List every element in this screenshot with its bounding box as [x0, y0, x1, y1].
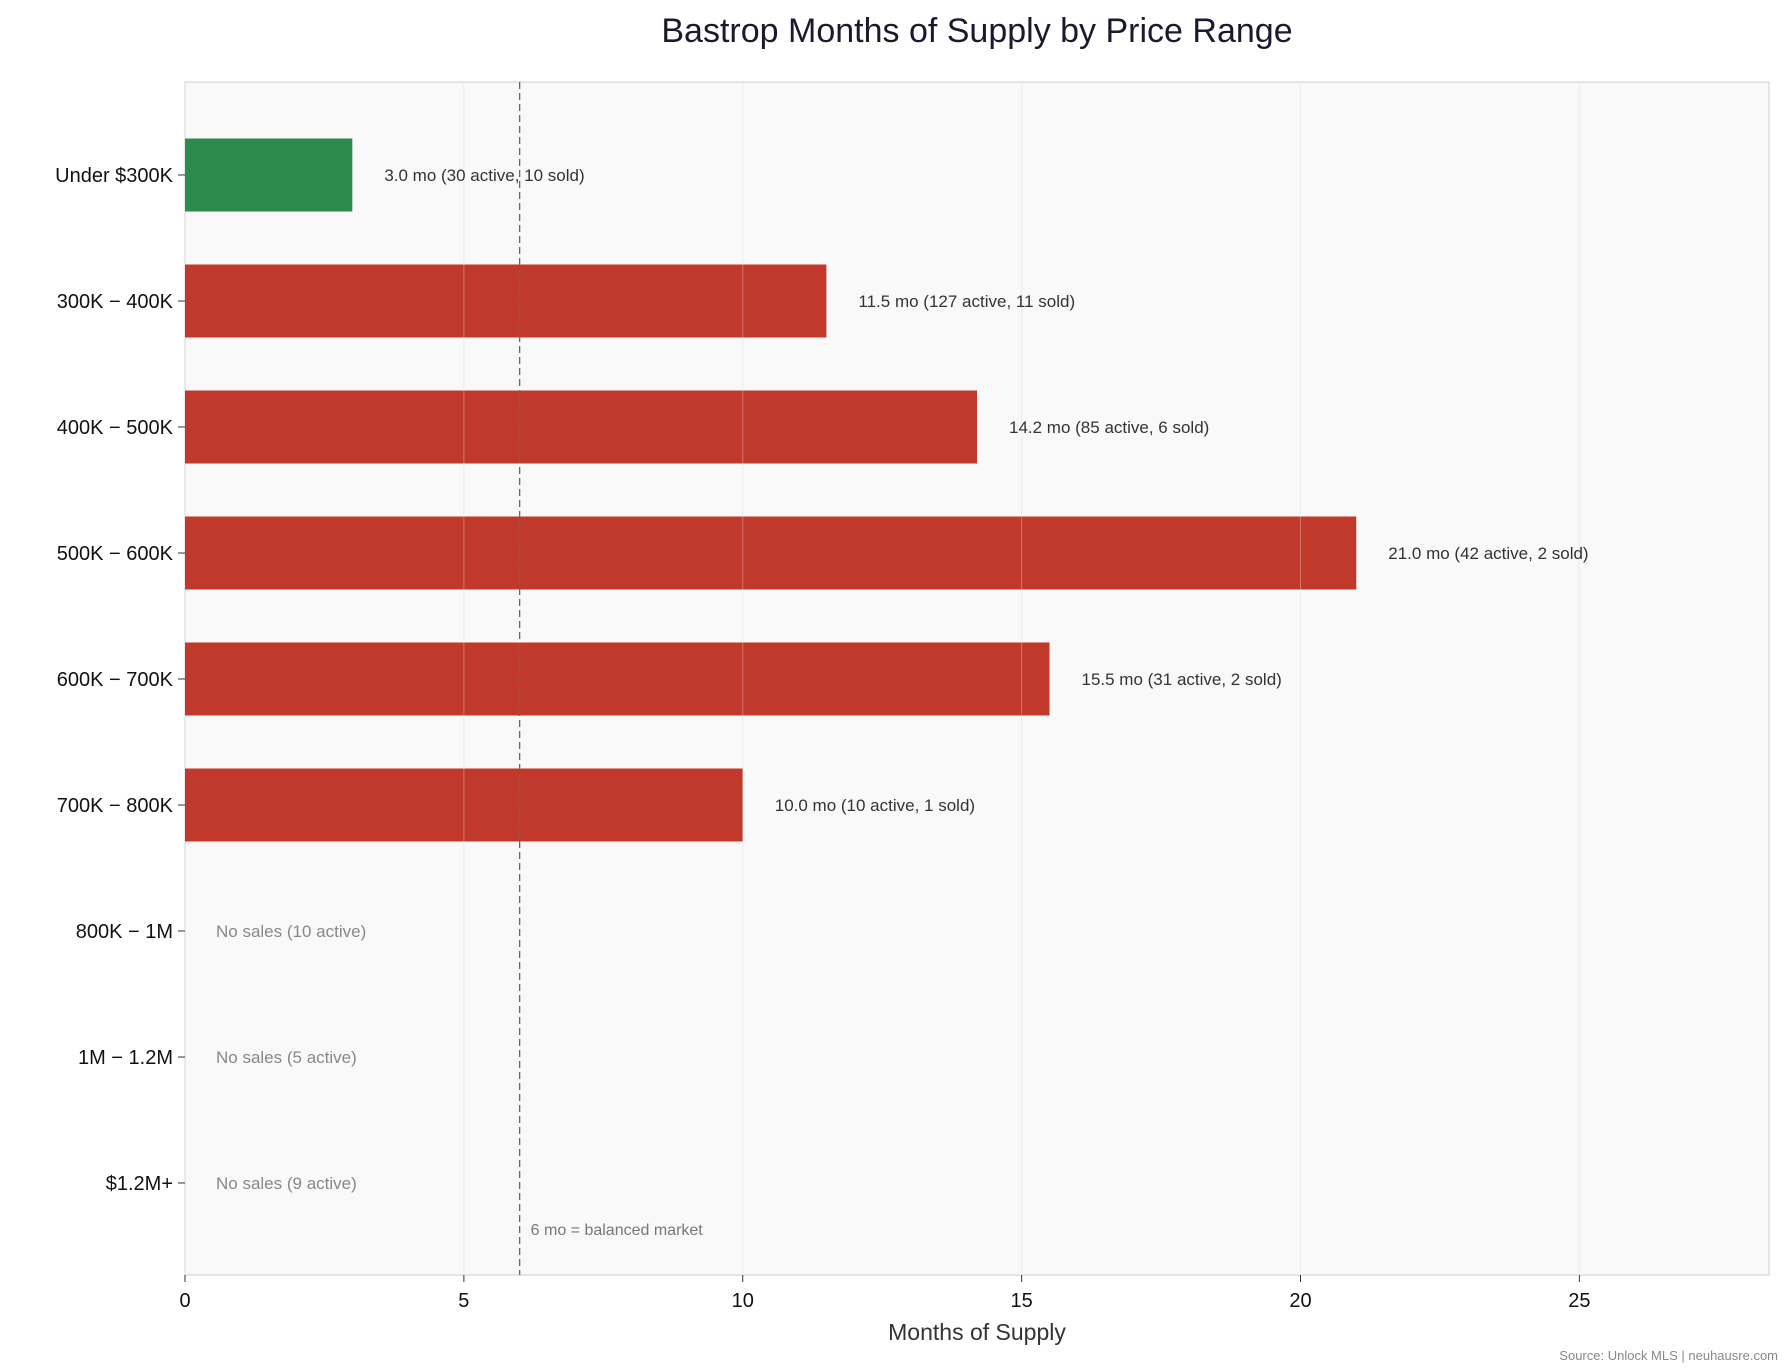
y-tick-label: 400K − 500K	[57, 417, 174, 439]
x-axis-label: Months of Supply	[888, 1319, 1066, 1345]
data-label: 14.2 mo (85 active, 6 sold)	[1009, 418, 1209, 437]
data-label: 10.0 mo (10 active, 1 sold)	[775, 796, 975, 815]
y-tick-label: 300K − 400K	[57, 291, 174, 313]
x-tick-label: 15	[1010, 1290, 1032, 1312]
bar	[185, 516, 1357, 590]
chart-title: Bastrop Months of Supply by Price Range	[661, 12, 1292, 50]
data-label: 3.0 mo (30 active, 10 sold)	[384, 166, 584, 185]
data-label: No sales (9 active)	[216, 1174, 357, 1193]
x-tick-label: 10	[732, 1290, 754, 1312]
bar	[185, 768, 743, 842]
x-tick-label: 5	[458, 1290, 469, 1312]
y-tick-label: 700K − 800K	[57, 795, 174, 817]
y-tick-label: $1.2M+	[106, 1173, 173, 1195]
y-tick-label: Under $300K	[55, 165, 174, 187]
bar	[185, 138, 353, 212]
data-label: 21.0 mo (42 active, 2 sold)	[1388, 544, 1588, 563]
reference-line-label: 6 mo = balanced market	[531, 1222, 704, 1239]
source-note: Source: Unlock MLS | neuhausre.com	[1559, 1348, 1778, 1363]
data-label: 11.5 mo (127 active, 11 sold)	[858, 292, 1075, 311]
y-tick-label: 500K − 600K	[57, 543, 174, 565]
x-tick-label: 0	[179, 1290, 190, 1312]
data-label: 15.5 mo (31 active, 2 sold)	[1082, 670, 1282, 689]
bar	[185, 264, 827, 338]
y-tick-label: 1M − 1.2M	[78, 1047, 173, 1069]
y-tick-label: 600K − 700K	[57, 669, 174, 691]
data-label: No sales (5 active)	[216, 1048, 357, 1067]
bar	[185, 390, 977, 464]
x-tick-label: 20	[1289, 1290, 1311, 1312]
x-tick-label: 25	[1568, 1290, 1590, 1312]
y-tick-label: 800K − 1M	[76, 921, 173, 943]
bar	[185, 642, 1050, 716]
data-label: No sales (10 active)	[216, 922, 366, 941]
